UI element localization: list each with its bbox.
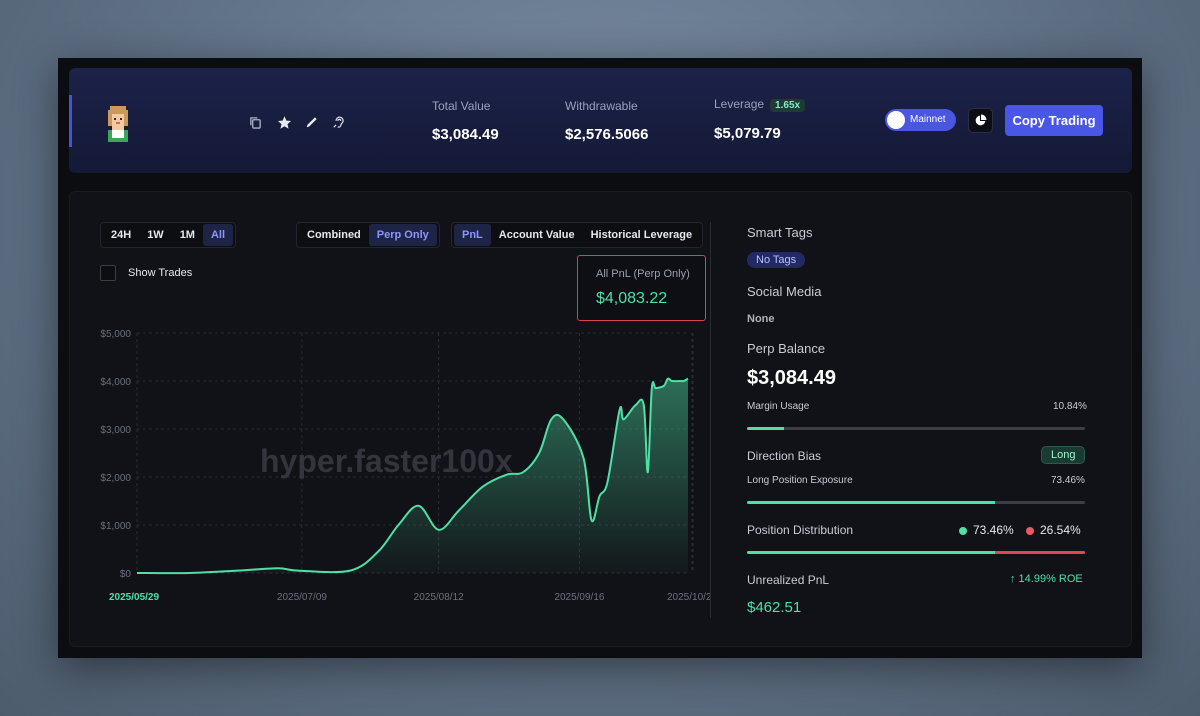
range-all[interactable]: All bbox=[202, 224, 234, 246]
total-value-label: Total Value bbox=[432, 99, 491, 113]
star-icon[interactable] bbox=[275, 113, 293, 131]
withdrawable-value: $2,576.5066 bbox=[565, 126, 649, 143]
show-trades-label: Show Trades bbox=[128, 267, 193, 279]
x-tick-label: 2025/09/16 bbox=[554, 592, 604, 603]
y-tick-label: $0 bbox=[120, 569, 132, 580]
panel-divider bbox=[710, 222, 711, 618]
long-exposure-label: Long Position Exposure bbox=[747, 475, 853, 486]
view-account-value[interactable]: Account Value bbox=[498, 229, 575, 241]
short-dot-icon bbox=[1026, 526, 1034, 535]
pie-chart-icon[interactable] bbox=[968, 108, 993, 133]
long-exposure-fill bbox=[747, 501, 996, 504]
long-dot-icon bbox=[959, 526, 967, 535]
direction-bias-title: Direction Bias bbox=[747, 449, 822, 463]
time-range-selector: 24H 1W 1M All bbox=[100, 222, 237, 248]
x-tick-label: 2025/05/29 bbox=[109, 592, 159, 603]
x-tick-label: 2025/07/09 bbox=[277, 592, 327, 603]
toggle-knob bbox=[887, 111, 905, 129]
pnl-summary-label: All PnL (Perp Only) bbox=[596, 268, 690, 280]
long-exposure-bar bbox=[747, 501, 1085, 504]
ear-icon[interactable] bbox=[330, 113, 348, 131]
copy-trading-button[interactable]: Copy Trading bbox=[1005, 105, 1103, 136]
range-1m[interactable]: 1M bbox=[179, 229, 195, 241]
withdrawable-label: Withdrawable bbox=[565, 99, 638, 113]
distribution-short: 26.54% bbox=[1026, 523, 1081, 537]
view-selector: PnL Account Value Historical Leverage bbox=[451, 222, 704, 248]
pnl-line bbox=[136, 377, 689, 575]
margin-usage-label: Margin Usage bbox=[747, 401, 810, 412]
range-24h[interactable]: 24H bbox=[111, 229, 132, 241]
distribution-long-fill bbox=[747, 551, 996, 554]
position-distribution-title: Position Distribution bbox=[747, 523, 854, 537]
unrealized-pnl-value: $462.51 bbox=[747, 599, 802, 616]
social-media-value: None bbox=[747, 313, 775, 325]
margin-usage-value: 10.84% bbox=[1053, 401, 1087, 412]
distribution-short-value: 26.54% bbox=[1040, 523, 1081, 537]
app-window: Total Value $3,084.49 Withdrawable $2,57… bbox=[58, 58, 1142, 658]
withdrawable-stat: Withdrawable $2,576.5066 bbox=[565, 99, 648, 143]
pnl-area bbox=[137, 378, 688, 574]
smart-tag-badge: No Tags bbox=[747, 252, 806, 268]
x-tick-label: 2025/10/2 bbox=[667, 592, 710, 603]
perp-balance-value: $3,084.49 bbox=[747, 367, 836, 389]
distribution-short-fill bbox=[995, 551, 1085, 554]
position-distribution-bar bbox=[747, 551, 1085, 554]
direction-bias-badge: Long bbox=[1041, 446, 1086, 464]
distribution-long: 73.46% bbox=[959, 523, 1014, 537]
mode-selector: Combined Perp Only bbox=[296, 222, 440, 248]
smart-tags-title: Smart Tags bbox=[747, 225, 813, 240]
wallet-header: Total Value $3,084.49 Withdrawable $2,57… bbox=[69, 68, 1132, 173]
margin-usage-fill bbox=[747, 427, 784, 430]
y-tick-label: $1,000 bbox=[100, 521, 131, 532]
pixel-avatar bbox=[108, 106, 128, 142]
y-tick-label: $5,000 bbox=[100, 329, 131, 340]
long-exposure-value: 73.46% bbox=[1051, 475, 1085, 486]
pnl-summary-box: All PnL (Perp Only) $4,083.22 bbox=[577, 255, 706, 321]
mode-combined[interactable]: Combined bbox=[307, 229, 361, 241]
x-tick-label: 2025/08/12 bbox=[414, 592, 464, 603]
leverage-stat: Leverage 1.65x $5,079.79 bbox=[714, 97, 806, 142]
copy-icon[interactable] bbox=[246, 113, 264, 131]
unrealized-pnl-title: Unrealized PnL bbox=[747, 573, 830, 587]
perp-balance-title: Perp Balance bbox=[747, 341, 826, 356]
social-media-title: Social Media bbox=[747, 284, 822, 299]
leverage-value: $5,079.79 bbox=[714, 125, 781, 142]
leverage-badge: 1.65x bbox=[770, 99, 806, 112]
network-toggle[interactable]: Mainnet bbox=[885, 109, 956, 131]
y-tick-label: $3,000 bbox=[100, 425, 131, 436]
margin-usage-bar bbox=[747, 427, 1085, 430]
roe-value: ↑ 14.99% ROE bbox=[1010, 573, 1083, 585]
total-value: $3,084.49 bbox=[432, 126, 499, 143]
y-tick-label: $2,000 bbox=[100, 473, 131, 484]
mode-perp-only[interactable]: Perp Only bbox=[368, 224, 437, 246]
pnl-summary-value: $4,083.22 bbox=[596, 290, 668, 307]
pnl-chart: $5,000 $4,000 $3,000 $2,000 $1,000 $0 2025/05/… bbox=[100, 329, 710, 603]
leverage-label: Leverage bbox=[714, 97, 765, 111]
header-accent-bar bbox=[69, 95, 72, 147]
view-pnl[interactable]: PnL bbox=[454, 224, 491, 246]
range-1w[interactable]: 1W bbox=[147, 229, 164, 241]
show-trades-checkbox[interactable] bbox=[100, 265, 116, 281]
chart-watermark: hyper.faster100x bbox=[260, 443, 513, 479]
pencil-icon[interactable] bbox=[303, 113, 321, 131]
y-tick-label: $4,000 bbox=[100, 377, 131, 388]
view-historical-leverage[interactable]: Historical Leverage bbox=[590, 229, 693, 241]
distribution-long-value: 73.46% bbox=[973, 523, 1014, 537]
main-panel: 24H 1W 1M All Combined Perp Only PnL Acc… bbox=[69, 191, 1132, 647]
network-toggle-label: Mainnet bbox=[910, 114, 946, 125]
total-value-stat: Total Value $3,084.49 bbox=[432, 99, 499, 143]
